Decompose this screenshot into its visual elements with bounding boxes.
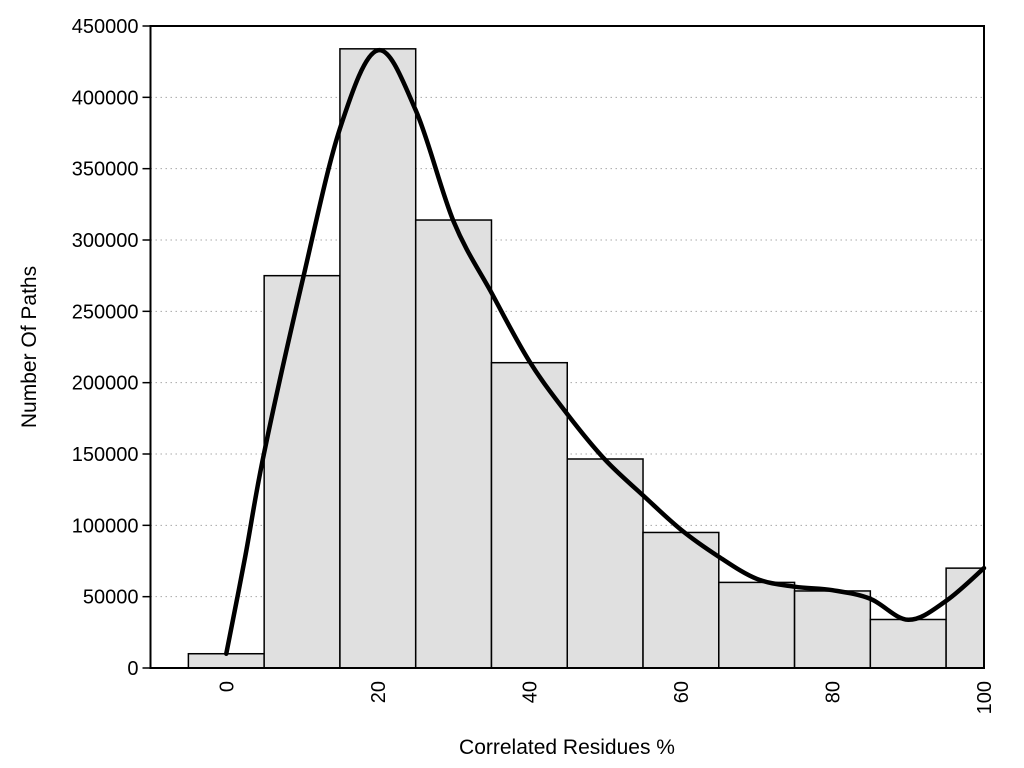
x-axis-title: Correlated Residues % bbox=[459, 736, 675, 759]
histogram-bar bbox=[566, 458, 644, 669]
histogram-bar bbox=[793, 590, 872, 669]
histogram-bar bbox=[263, 274, 341, 669]
y-axis-title: Number Of Paths bbox=[18, 265, 41, 429]
y-tick-label: 400000 bbox=[72, 87, 139, 109]
y-tick-label: 50000 bbox=[83, 587, 139, 609]
histogram-bar bbox=[642, 531, 720, 669]
histogram-bar bbox=[339, 48, 417, 669]
y-tick-label: 150000 bbox=[72, 444, 139, 466]
histogram-bar bbox=[869, 618, 947, 669]
x-tick-label: 0 bbox=[216, 681, 238, 692]
histogram-bar bbox=[414, 219, 493, 669]
y-tick-label: 300000 bbox=[72, 230, 139, 252]
x-tick-label: 80 bbox=[822, 681, 844, 703]
plot-border bbox=[149, 25, 985, 669]
y-tick-label: 0 bbox=[127, 658, 138, 680]
y-tick-label: 200000 bbox=[72, 373, 139, 395]
y-tick-label: 350000 bbox=[72, 159, 139, 181]
y-tick-label: 250000 bbox=[72, 301, 139, 323]
density-curve bbox=[224, 48, 987, 656]
histogram-bar bbox=[718, 581, 796, 669]
x-tick-label: 40 bbox=[519, 681, 541, 703]
x-tick-label: 100 bbox=[974, 681, 996, 714]
x-tick-label: 20 bbox=[368, 681, 390, 703]
y-tick-label: 100000 bbox=[72, 515, 139, 537]
x-tick-label: 60 bbox=[671, 681, 693, 703]
y-tick-label: 450000 bbox=[72, 16, 139, 38]
histogram-bar bbox=[490, 361, 568, 669]
